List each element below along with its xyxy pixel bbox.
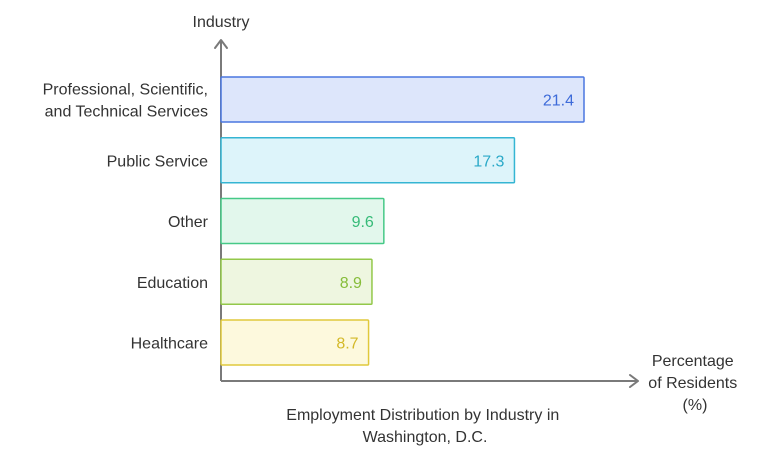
bar-value-label: 8.7 bbox=[336, 336, 358, 353]
x-axis-title-line: Percentage bbox=[652, 353, 734, 370]
category-label: Public Service bbox=[107, 153, 208, 170]
chart-title-line: Washington, D.C. bbox=[363, 429, 488, 446]
bar-value-label: 9.6 bbox=[352, 214, 374, 231]
bar bbox=[220, 137, 516, 184]
chart-title: Employment Distribution by Industry in W… bbox=[286, 407, 563, 446]
category-label: Healthcare bbox=[131, 336, 208, 353]
bar bbox=[220, 319, 370, 366]
category-label: Professional, Scientific, and Technical S… bbox=[43, 82, 208, 121]
bar bbox=[220, 76, 585, 123]
x-axis-title-line: of Residents bbox=[648, 375, 737, 392]
x-axis-title-line: (%) bbox=[683, 397, 708, 414]
bar bbox=[220, 197, 385, 245]
category-label: Education bbox=[137, 275, 208, 292]
x-axis-arrow-icon bbox=[629, 374, 639, 388]
bar-value-label: 8.9 bbox=[340, 275, 362, 292]
y-axis-arrow-icon bbox=[214, 39, 228, 49]
x-axis-title: Percentage of Residents (%) bbox=[648, 353, 741, 414]
y-axis-title: Industry bbox=[193, 14, 250, 31]
bar-value-label: 21.4 bbox=[543, 93, 574, 110]
category-label: Other bbox=[168, 214, 209, 231]
bar bbox=[220, 258, 373, 305]
bars-group: 21.4 Professional, Scientific, and Technic… bbox=[43, 76, 585, 366]
bar-value-label: 17.3 bbox=[473, 153, 504, 170]
chart-title-line: Employment Distribution by Industry in bbox=[286, 407, 559, 424]
